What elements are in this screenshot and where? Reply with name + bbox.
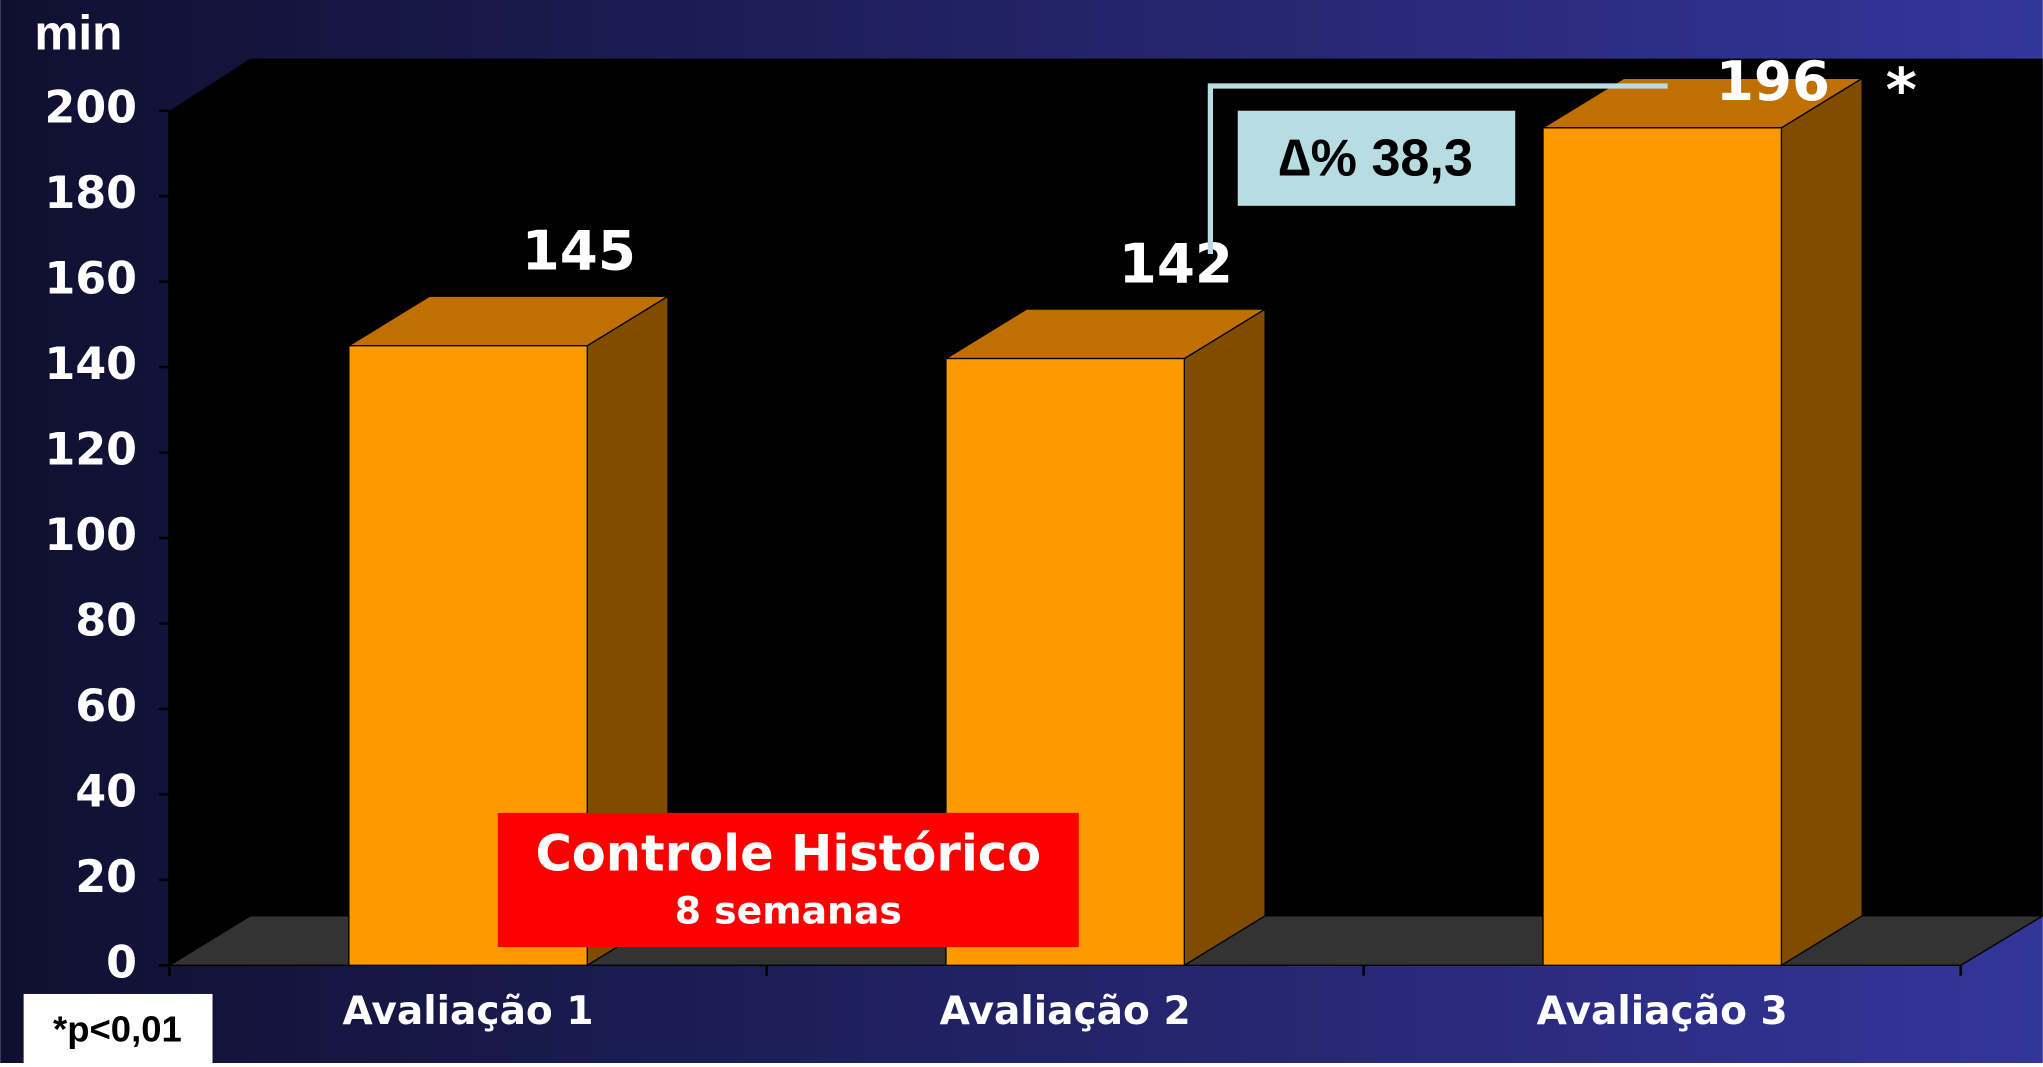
bar-side <box>1183 307 1266 967</box>
connector <box>1207 83 1668 255</box>
y-tick-label: 0 <box>106 937 137 988</box>
y-tick-label: 40 <box>75 766 137 817</box>
x-tick-label: Avaliação 1 <box>343 989 594 1034</box>
y-tick-label: 20 <box>75 852 137 903</box>
group-label: Controle Histórico <box>535 825 1041 883</box>
y-tick-label: 100 <box>45 510 137 561</box>
y-tick-label: 200 <box>45 83 137 134</box>
bar <box>1542 127 1783 966</box>
y-tick-label: 120 <box>45 425 137 476</box>
value-label: 142 <box>1119 231 1233 295</box>
y-tick-label: 60 <box>75 681 137 732</box>
group-box <box>497 812 1079 948</box>
delta-label: ∆% 38,3 <box>1279 129 1473 187</box>
duration-label: 8 semanas <box>675 889 902 933</box>
footnote-box <box>23 993 213 1063</box>
value-label: 196 <box>1716 49 1830 113</box>
y-tick-label: 80 <box>75 595 137 646</box>
side-wall <box>169 58 251 966</box>
delta-box <box>1237 110 1516 206</box>
bar-side <box>1780 77 1863 967</box>
y-tick-label: 160 <box>45 254 137 305</box>
x-tick-label: Avaliação 3 <box>1537 989 1788 1034</box>
footnote: *p<0,01 <box>53 1008 182 1049</box>
x-tick-label: Avaliação 2 <box>940 989 1191 1034</box>
y-axis-label: min <box>34 6 122 61</box>
y-tick-label: 180 <box>45 168 137 219</box>
significance: * <box>1886 55 1917 125</box>
value-label: 145 <box>522 219 636 283</box>
y-tick-label: 140 <box>45 339 137 390</box>
